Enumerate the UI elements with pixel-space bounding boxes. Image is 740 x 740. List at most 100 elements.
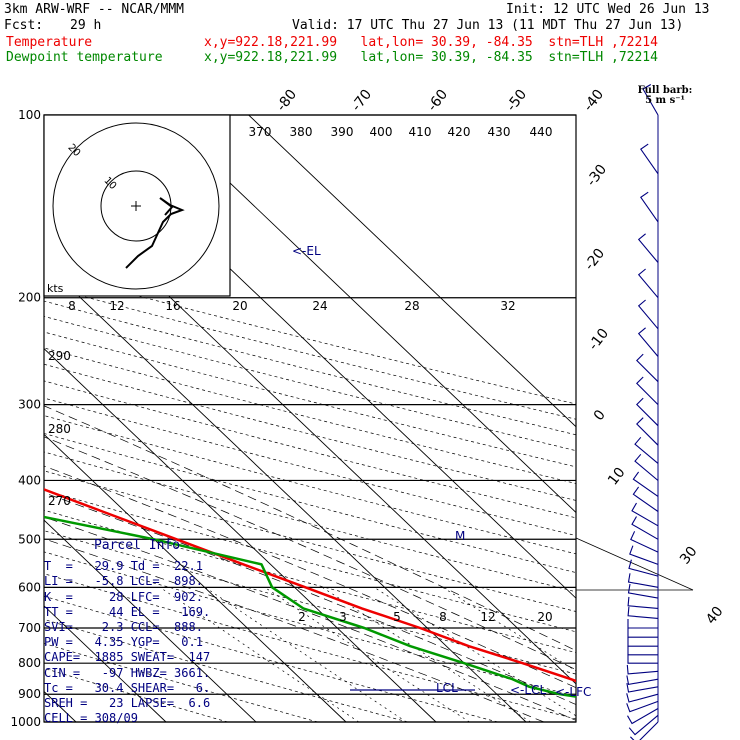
pressure-tick-label: 700 <box>18 621 41 635</box>
dry-adiabat-line <box>44 643 318 723</box>
speed-scale-tick: 20 <box>232 299 247 313</box>
isotherm-label: -10 <box>586 326 613 354</box>
parcel-row: SVI= 2.3 CCL= 888. <box>44 619 203 634</box>
theta-label: 290 <box>48 349 71 363</box>
wind-barb <box>629 545 659 565</box>
lcl-annotation: LCL <box>436 681 458 695</box>
mixing-ratio-label: 8 <box>439 610 447 624</box>
pressure-tick-label: 600 <box>18 580 41 594</box>
pressure-tick-label: 800 <box>18 656 41 670</box>
isotherm-line <box>44 262 527 723</box>
mixing-ratio-line <box>442 587 576 672</box>
wind-barb <box>637 268 659 299</box>
isotherm-label: -70 <box>349 87 376 115</box>
wind-barb <box>636 376 659 405</box>
parcel-row: LI = -5.8 LCL= 898. <box>44 574 203 589</box>
model-title: 3km ARW-WRF -- NCAR/MMM <box>4 2 185 17</box>
isotherm-line <box>158 115 576 514</box>
parcel-info-title: Parcel Info <box>93 538 181 553</box>
theta-label: 430 <box>488 125 511 139</box>
wind-barb <box>636 397 659 427</box>
theta-label: 440 <box>530 125 553 139</box>
isobars <box>43 114 694 723</box>
isotherm-label: -30 <box>584 162 611 190</box>
valid-time: Valid: 17 UTC Thu 27 Jun 13 (11 MDT Thu … <box>292 18 684 33</box>
wind-barb <box>628 559 659 577</box>
wind-barb <box>640 191 659 223</box>
wind-barb <box>631 502 659 527</box>
pressure-tick-label: 100 <box>18 108 41 122</box>
parcel-row: SREH = 23 LAPSE= 6.6 <box>44 695 211 710</box>
dewpoint-profile <box>44 515 576 698</box>
mixing-ratio-label: 5 <box>393 610 401 624</box>
wind-barb <box>627 628 658 638</box>
dewpoint-legend: Dewpoint temperature <box>6 50 163 65</box>
wind-barb <box>630 531 659 553</box>
wind-barb <box>637 299 659 330</box>
theta-label: 390 <box>331 125 354 139</box>
parcel-row: PW = 4.35 YGP= 0.1 <box>44 635 203 650</box>
dry-adiabat-line <box>44 271 576 405</box>
mixing-ratio-line <box>204 587 407 723</box>
melting-level-annotation: M <box>455 529 465 543</box>
frame-diagonal <box>575 537 694 591</box>
isotherm-label: -60 <box>425 87 452 115</box>
moist-adiabat-line <box>44 465 576 689</box>
parcel-row: CIN = -97 HWBZ= 3661. <box>44 665 211 680</box>
wind-barb <box>630 721 659 740</box>
mixing-ratio-label: 12 <box>480 610 495 624</box>
wind-barb <box>626 675 659 686</box>
theta-label: 410 <box>409 125 432 139</box>
lfc-annotation: <-LFC <box>555 685 591 699</box>
wind-barb <box>627 654 658 664</box>
theta-label: 380 <box>290 125 313 139</box>
isotherm-label: 30 <box>677 544 701 568</box>
mixing-ratio-label: 20 <box>537 610 552 624</box>
speed-scale-tick: 28 <box>404 299 419 313</box>
wind-barb <box>626 664 659 675</box>
wind-barb <box>626 693 659 703</box>
wind-barb <box>642 84 659 116</box>
temperature-profile <box>44 488 576 683</box>
parcel-row: CAPE= 1885 SWEAT= 147 <box>44 650 211 665</box>
pressure-tick-label: 200 <box>18 291 41 305</box>
wind-barb <box>634 453 659 481</box>
wind-barbs <box>626 84 659 740</box>
speed-scale-tick: 32 <box>500 299 515 313</box>
wind-barb <box>627 637 658 647</box>
wind-barb <box>627 583 659 599</box>
isotherm-label: 0 <box>591 407 609 424</box>
wind-barb <box>627 619 658 629</box>
el-annotation: <-EL <box>292 244 321 258</box>
parcel-info-panel: Parcel Info T = 29.9 Td = 22.1 LI = -5.8… <box>44 538 230 734</box>
wind-barb <box>637 233 659 263</box>
temperature-legend: Temperature <box>6 35 93 50</box>
init-time: Init: 12 UTC Wed 26 Jun 13 <box>506 2 710 17</box>
theta-label: 280 <box>48 422 71 436</box>
barb-scale-label: Full barb: 5 m s⁻¹ <box>630 86 700 106</box>
dewpoint-location: x,y=922.18,221.99 lat,lon= 30.39, -84.35… <box>204 50 658 65</box>
speed-scale-tick: 12 <box>109 299 124 313</box>
wind-barb <box>628 714 659 736</box>
pressure-tick-label: 500 <box>18 532 41 546</box>
wind-barb <box>636 353 659 383</box>
speed-scale-tick: 24 <box>312 299 327 313</box>
lcl-annotation: <-LCL <box>510 683 546 697</box>
forecast-label: Fcst: <box>4 18 44 33</box>
wind-barb <box>631 516 659 540</box>
isotherm-label: 10 <box>605 465 629 489</box>
hodograph-origin-mark <box>131 201 141 211</box>
pressure-tick-label: 900 <box>18 687 41 701</box>
wind-barb <box>637 327 659 357</box>
isotherm-label: 40 <box>703 604 727 628</box>
wind-barb <box>640 143 659 175</box>
dry-adiabat-line <box>44 433 576 573</box>
wind-barb <box>626 700 659 713</box>
wind-barb <box>632 486 659 512</box>
parcel-row: K = 28 LFC= 902. <box>44 589 203 604</box>
parcel-row: TT = 44 EL = 169. <box>44 604 211 619</box>
speed-scale-label: kts <box>47 282 64 295</box>
isotherm-line <box>44 433 347 723</box>
theta-label: 420 <box>448 125 471 139</box>
